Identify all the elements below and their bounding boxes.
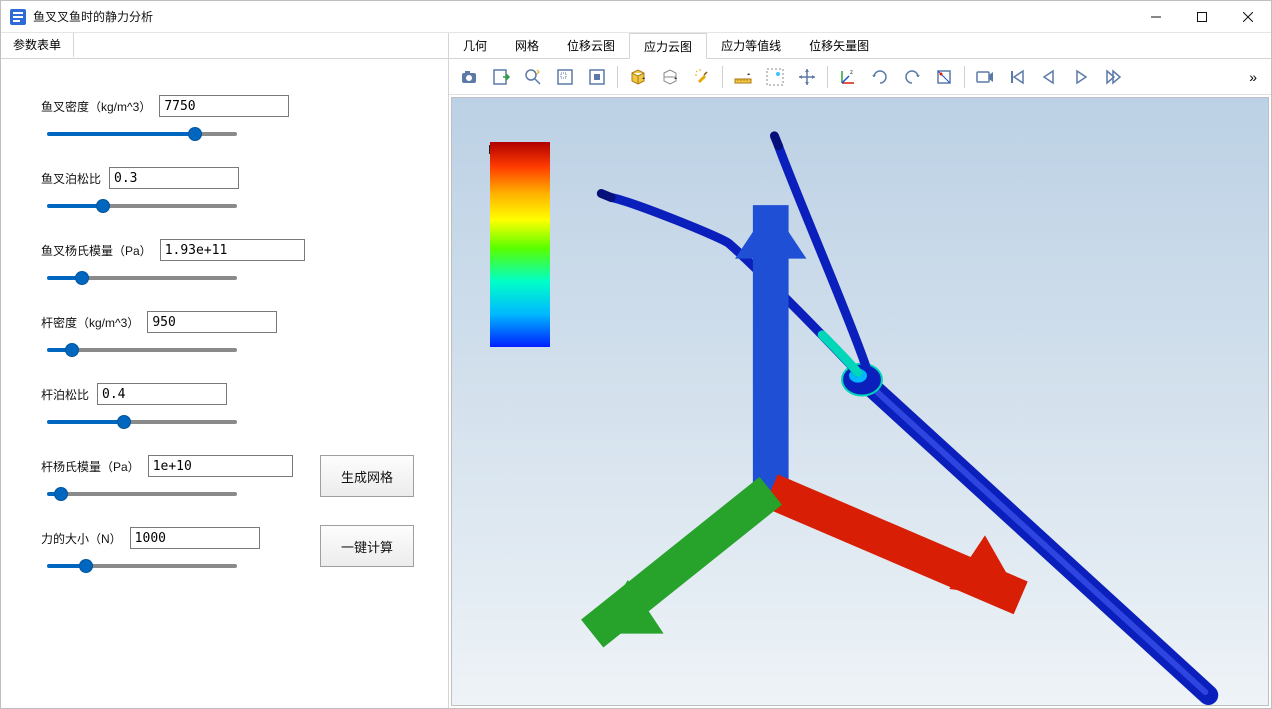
param-input[interactable] [160, 239, 305, 261]
axis-triad [452, 98, 1268, 705]
param-slider[interactable] [47, 492, 237, 496]
param-label: 鱼叉密度（kg/m^3） [41, 98, 151, 115]
window-titlebar: 鱼叉叉鱼时的静力分析 [1, 1, 1271, 33]
parameter-tab[interactable]: 参数表单 [1, 33, 74, 58]
rotate-cw-icon[interactable] [866, 63, 894, 91]
pan-icon[interactable] [793, 63, 821, 91]
results-tabbar: 几何网格位移云图应力云图应力等值线位移矢量图 [449, 33, 1271, 59]
result-tab[interactable]: 应力云图 [629, 33, 707, 59]
reset-view-icon[interactable] [583, 63, 611, 91]
param-label: 鱼叉泊松比 [41, 170, 101, 187]
viewport-toolbar: z» [449, 59, 1271, 95]
param-input[interactable] [97, 383, 227, 405]
parameter-panel: 参数表单 鱼叉密度（kg/m^3） 鱼叉泊松比鱼叉杨氏模量（Pa） 杆密度（kg/m… [1, 33, 449, 708]
zoom-icon[interactable] [519, 63, 547, 91]
param-label: 杆杨氏模量（Pa） [41, 458, 140, 475]
result-tab[interactable]: 网格 [501, 33, 553, 58]
window-zoom-icon[interactable] [551, 63, 579, 91]
export-icon[interactable] [487, 63, 515, 91]
toolbar-overflow-icon[interactable]: » [1241, 69, 1265, 85]
param-slider[interactable] [47, 132, 237, 136]
first-frame-icon[interactable] [1003, 63, 1031, 91]
axes-icon[interactable]: z [834, 63, 862, 91]
param-label: 杆泊松比 [41, 386, 89, 403]
rotate-ccw-icon[interactable] [898, 63, 926, 91]
param-slider[interactable] [47, 276, 237, 280]
param-input[interactable] [147, 311, 277, 333]
param-label: 鱼叉杨氏模量（Pa） [41, 242, 152, 259]
results-panel: 几何网格位移云图应力云图应力等值线位移矢量图 z» [449, 33, 1271, 708]
box-select-icon[interactable] [624, 63, 652, 91]
record-icon[interactable] [971, 63, 999, 91]
window-minimize-button[interactable] [1133, 1, 1179, 33]
param-label: 力的大小（N） [41, 530, 122, 547]
window-maximize-button[interactable] [1179, 1, 1225, 33]
probe-icon[interactable] [761, 63, 789, 91]
param-label: 杆密度（kg/m^3） [41, 314, 139, 331]
result-tab[interactable]: 应力等值线 [707, 33, 795, 58]
measure-icon[interactable] [729, 63, 757, 91]
clip-icon[interactable] [656, 63, 684, 91]
orient-icon[interactable] [930, 63, 958, 91]
param-slider[interactable] [47, 348, 237, 352]
param-slider[interactable] [47, 420, 237, 424]
svg-text:z: z [850, 70, 853, 76]
play-icon[interactable] [1067, 63, 1095, 91]
generate-mesh-button[interactable]: 生成网格 [320, 455, 414, 497]
result-tab[interactable]: 位移矢量图 [795, 33, 883, 58]
param-input[interactable] [159, 95, 289, 117]
parameter-panel-tabbar: 参数表单 [1, 33, 448, 59]
param-input[interactable] [148, 455, 293, 477]
compute-button[interactable]: 一键计算 [320, 525, 414, 567]
param-input[interactable] [130, 527, 260, 549]
window-title: 鱼叉叉鱼时的静力分析 [33, 8, 153, 25]
result-tab[interactable]: 几何 [449, 33, 501, 58]
window-close-button[interactable] [1225, 1, 1271, 33]
next-frame-icon[interactable] [1099, 63, 1127, 91]
result-tab[interactable]: 位移云图 [553, 33, 629, 58]
camera-icon[interactable] [455, 63, 483, 91]
clean-icon[interactable] [688, 63, 716, 91]
app-icon [9, 8, 27, 26]
param-slider[interactable] [47, 204, 237, 208]
viewport-3d[interactable]: Mises (Pa) 1.219e+111.000e+115.000e+107.… [451, 97, 1269, 706]
prev-frame-icon[interactable] [1035, 63, 1063, 91]
param-slider[interactable] [47, 564, 237, 568]
param-input[interactable] [109, 167, 239, 189]
